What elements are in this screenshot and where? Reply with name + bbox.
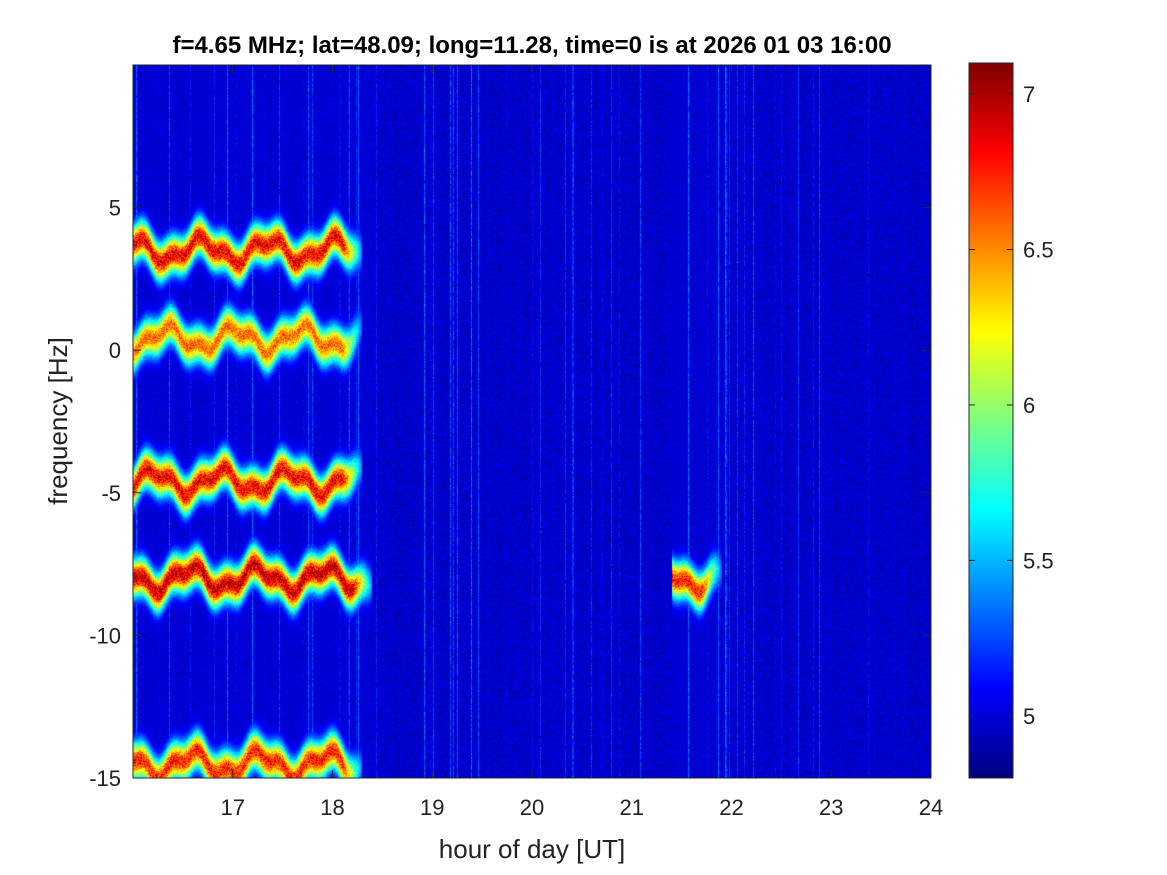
x-tick-label: 24 [919, 795, 943, 820]
plot-area [132, 64, 932, 779]
y-axis: -15 -10 -5 0 5 [89, 196, 931, 791]
colorbar-tick-label: 7 [1023, 82, 1035, 107]
heatmap-canvas-wrap [133, 65, 931, 778]
x-tick-label: 20 [520, 795, 544, 820]
colorbar-canvas-wrap [969, 63, 1013, 778]
colorbar-tick-label: 6 [1023, 393, 1035, 418]
colorbar-tick-label: 5.5 [1023, 548, 1054, 573]
y-axis-label: frequency [Hz] [43, 337, 73, 505]
colorbar-canvas [969, 63, 1013, 778]
x-tick-label: 18 [320, 795, 344, 820]
x-tick-label: 22 [719, 795, 743, 820]
x-axis-label: hour of day [UT] [439, 834, 625, 864]
heatmap-canvas [133, 65, 931, 778]
colorbar-frame [968, 62, 1014, 779]
colorbar-tick-label: 5 [1023, 704, 1035, 729]
x-axis: 17 18 19 20 21 22 23 24 [221, 65, 943, 820]
y-tick-label: -15 [89, 766, 121, 791]
y-tick-label: -5 [101, 481, 121, 506]
colorbar-tick-label: 6.5 [1023, 238, 1054, 263]
x-tick-label: 23 [819, 795, 843, 820]
x-tick-label: 17 [221, 795, 245, 820]
y-tick-label: 5 [109, 196, 121, 221]
y-tick-label: 0 [109, 338, 121, 363]
x-tick-label: 21 [620, 795, 644, 820]
colorbar: 5 5.5 6 6.5 7 [968, 62, 1054, 779]
y-tick-label: -10 [89, 623, 121, 648]
colorbar-ticks: 5 5.5 6 6.5 7 [969, 82, 1054, 729]
x-tick-label: 19 [420, 795, 444, 820]
chart-title: f=4.65 MHz; lat=48.09; long=11.28, time=… [172, 32, 891, 59]
